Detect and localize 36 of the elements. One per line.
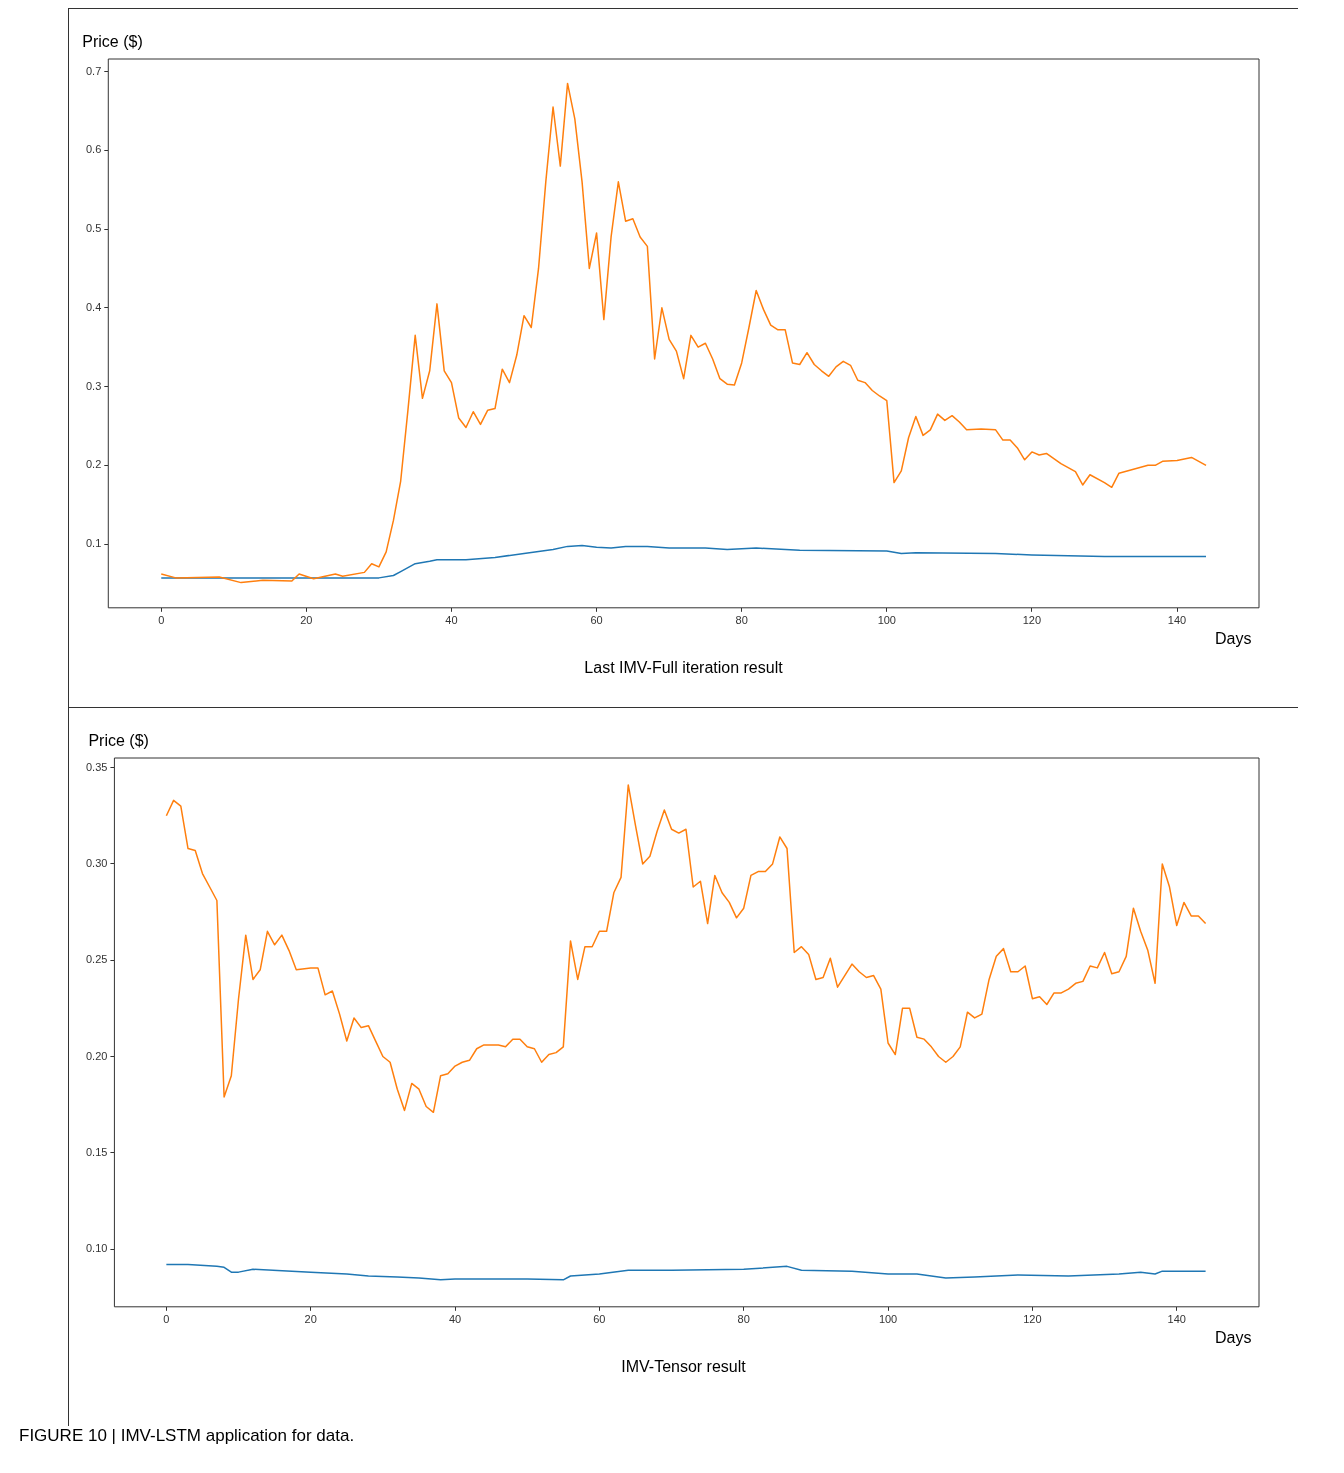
x-tick-label: 40 (448, 1313, 462, 1326)
y-tick-label: 0.3 (85, 379, 102, 392)
y-tick-label: 0.20 (85, 1049, 108, 1062)
y-tick-label: 0.4 (85, 300, 102, 313)
x-tick-label: 100 (877, 614, 896, 627)
y-axis-title: Price ($) (88, 732, 149, 750)
x-tick-label: 140 (1167, 1313, 1186, 1326)
x-tick-label: 60 (593, 1313, 606, 1326)
x-axis-title: Days (1215, 630, 1252, 648)
x-tick-label: 0 (158, 614, 165, 627)
x-tick-label: 100 (878, 1313, 898, 1326)
x-tick-label: 0 (163, 1313, 170, 1326)
x-tick-label: 80 (737, 1313, 750, 1326)
x-tick-label: 140 (1167, 614, 1187, 627)
y-tick-label: 0.2 (85, 458, 102, 471)
text: IMV-Tensor result (620, 1358, 747, 1377)
y-tick-label: 0.10 (85, 1242, 108, 1255)
y-axis-title: Price ($) (82, 33, 143, 51)
y-tick-label: 0.1 (85, 537, 102, 550)
y-tick-label: 0.35 (85, 760, 108, 773)
text: Last IMV-Full iteration result (583, 659, 784, 678)
y-tick-label: 0.6 (85, 143, 102, 156)
x-tick-label: 120 (1023, 1313, 1042, 1326)
x-tick-label: 80 (735, 614, 748, 627)
x-tick-label: 20 (304, 1313, 317, 1326)
x-tick-label: 60 (590, 614, 603, 627)
y-tick-label: 0.30 (85, 856, 108, 869)
y-tick-label: 0.15 (85, 1145, 108, 1158)
x-axis-title: Days (1215, 1329, 1252, 1347)
y-tick-label: 0.25 (85, 953, 108, 966)
y-tick-label: 0.5 (85, 222, 102, 235)
x-tick-label: 120 (1022, 614, 1042, 627)
x-tick-label: 20 (300, 614, 313, 627)
x-tick-label: 40 (445, 614, 458, 627)
caption: FIGURE 10 | IMV-LSTM application for data. (19, 1426, 356, 1446)
y-tick-label: 0.7 (85, 64, 102, 77)
